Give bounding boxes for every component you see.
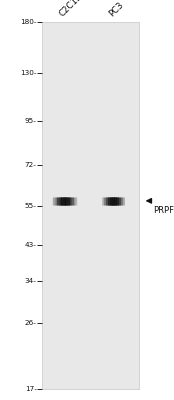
Text: 26-: 26- [25, 320, 37, 326]
Text: 95-: 95- [25, 118, 37, 124]
Text: PC3: PC3 [107, 0, 125, 18]
Text: 34-: 34- [25, 278, 37, 284]
Text: 180-: 180- [20, 19, 37, 25]
Text: C2C12: C2C12 [58, 0, 85, 18]
Text: 130-: 130- [20, 70, 37, 76]
Text: 43-: 43- [25, 242, 37, 248]
Text: 55-: 55- [25, 203, 37, 209]
Text: PRPF31: PRPF31 [153, 206, 174, 215]
Bar [42, 22, 139, 389]
Text: 17-: 17- [25, 386, 37, 392]
Text: 72-: 72- [25, 162, 37, 168]
